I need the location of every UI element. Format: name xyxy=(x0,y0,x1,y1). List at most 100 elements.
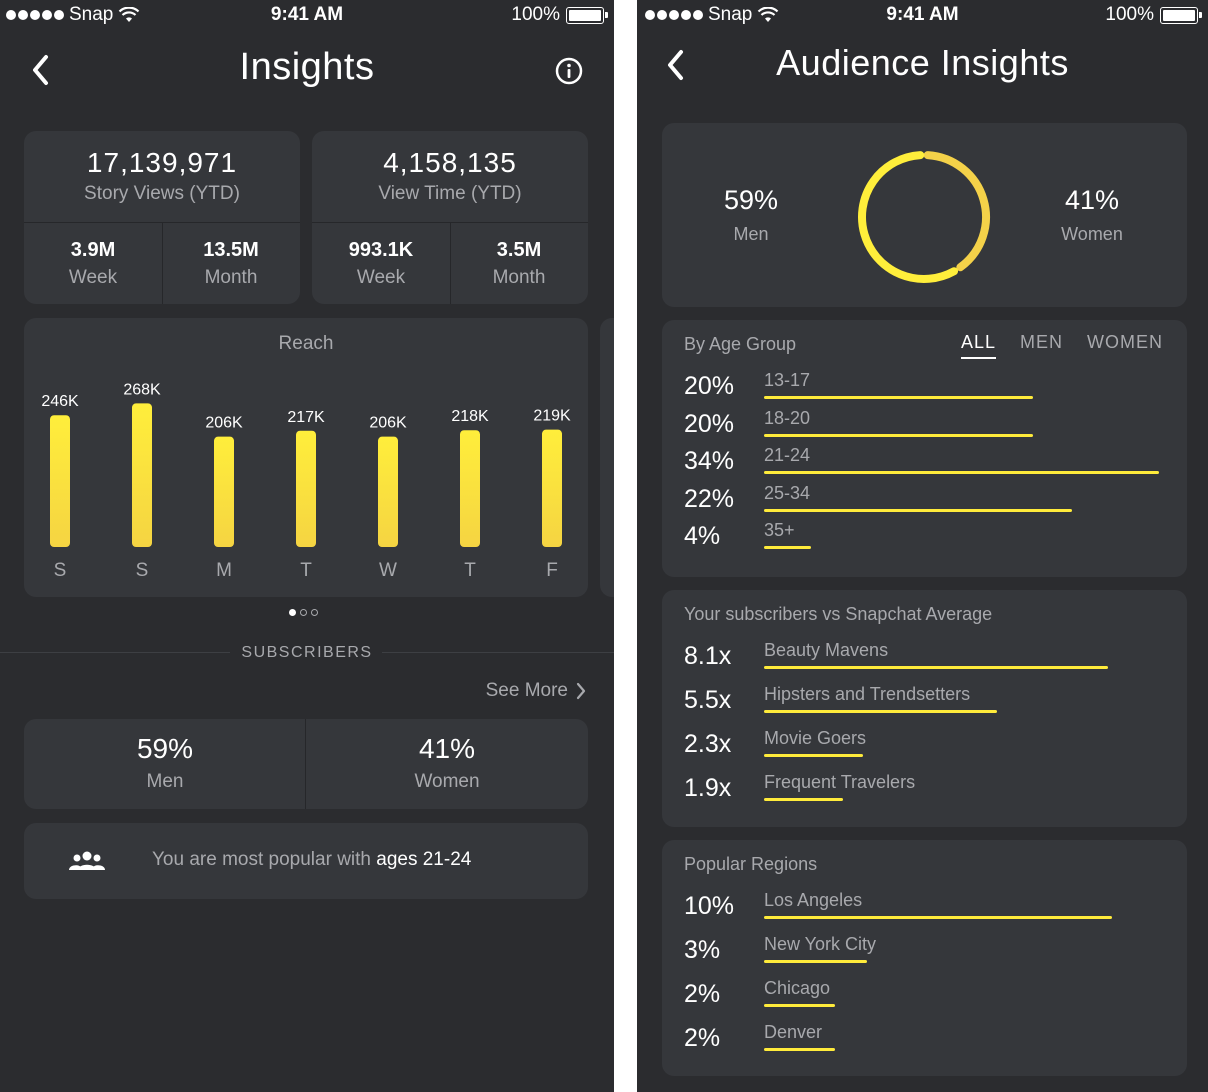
age-group-tabs: ALL MEN WOMEN xyxy=(960,332,1163,359)
chevron-left-icon xyxy=(33,55,48,85)
page-dot-active xyxy=(289,609,296,616)
clock: 9:41 AM xyxy=(270,4,344,25)
interest-row: 2.3x Movie Goers xyxy=(684,728,1167,770)
reach-bar-chart: 246K S 268K S 206K M 217K T 206K W 218K T 219K F xyxy=(41,381,571,581)
vs-average-card: Your subscribers vs Snapchat Average 8.1… xyxy=(662,590,1187,827)
interest-label: Movie Goers xyxy=(764,728,867,748)
info-icon xyxy=(555,57,583,85)
back-button[interactable] xyxy=(663,47,693,87)
popular-age-range: ages 21-24 xyxy=(376,849,472,870)
carrier: Snap xyxy=(6,4,140,26)
interest-label: Hipsters and Trendsetters xyxy=(764,684,971,704)
age-group-label: 35+ xyxy=(764,520,795,540)
most-popular-card: You are most popular with ages 21-24 xyxy=(24,823,588,899)
page-indicator[interactable] xyxy=(289,609,318,616)
next-chart-card-peek[interactable] xyxy=(600,318,614,597)
age-group-bar xyxy=(764,471,1159,474)
battery-status: 100% xyxy=(511,4,608,26)
region-label: New York City xyxy=(764,934,877,954)
page-dot xyxy=(311,609,318,616)
women-stat: 41% Women xyxy=(306,719,588,809)
age-group-value: 34% xyxy=(684,447,735,475)
region-bar xyxy=(764,960,867,963)
divider xyxy=(305,719,306,809)
battery-percent: 100% xyxy=(511,4,560,25)
reach-day-label: S xyxy=(136,560,149,581)
region-bar xyxy=(764,1004,835,1007)
women-label: Women xyxy=(1061,224,1123,244)
interest-value: 5.5x xyxy=(684,686,732,714)
men-stat: 59% Men xyxy=(691,185,811,245)
reach-day-label: M xyxy=(216,560,232,581)
region-row: 10% Los Angeles xyxy=(684,890,1167,932)
story-views-card: 17,139,971 Story Views (YTD) 3.9M Week 1… xyxy=(24,131,300,304)
interest-value: 8.1x xyxy=(684,642,732,670)
age-group-row: 4% 35+ xyxy=(684,520,1167,562)
reach-value-label: 206K xyxy=(205,415,243,432)
men-segment xyxy=(858,151,959,283)
divider xyxy=(0,652,230,653)
region-label: Los Angeles xyxy=(764,890,863,910)
interest-value: 2.3x xyxy=(684,730,732,758)
interest-row: 5.5x Hipsters and Trendsetters xyxy=(684,684,1167,726)
reach-bar xyxy=(542,429,562,547)
most-popular-text: You are most popular with ages 21-24 xyxy=(152,849,471,871)
see-more-link[interactable]: See More xyxy=(486,680,586,702)
tab-men[interactable]: MEN xyxy=(1020,332,1063,352)
stat-label: Week xyxy=(68,267,118,288)
info-button[interactable] xyxy=(555,57,585,87)
age-group-label: 13-17 xyxy=(764,370,811,390)
back-button[interactable] xyxy=(28,52,58,92)
region-value: 2% xyxy=(684,1024,721,1052)
reach-chart-card[interactable]: Reach 246K S 268K S 206K M 217K T 206K W 218K T 219K… xyxy=(24,318,588,597)
battery-icon xyxy=(1160,6,1202,24)
region-bar xyxy=(764,1048,835,1051)
carrier: Snap xyxy=(645,4,779,26)
stat-value: 13.5M xyxy=(203,239,259,261)
see-more-label: See More xyxy=(485,680,568,701)
age-group-value: 4% xyxy=(684,522,721,550)
region-row: 3% New York City xyxy=(684,934,1167,976)
popular-regions-title: Popular Regions xyxy=(684,854,818,874)
tab-all[interactable]: ALL xyxy=(960,332,996,359)
tab-women[interactable]: WOMEN xyxy=(1087,332,1163,352)
reach-value-label: 218K xyxy=(451,408,489,425)
age-group-value: 22% xyxy=(684,484,735,513)
gender-donut-chart xyxy=(858,151,990,283)
interest-row: 1.9x Frequent Travelers xyxy=(684,772,1167,814)
reach-bar xyxy=(50,415,70,547)
carrier-name: Snap xyxy=(69,4,114,25)
age-group-row: 20% 18-20 xyxy=(684,407,1167,450)
reach-bar xyxy=(296,430,316,547)
insights-screen: Snap 9:41 AM 100% Insights 17,139,971 St… xyxy=(0,0,614,1092)
subscribers-heading: SUBSCRIBERS xyxy=(241,644,373,661)
reach-value-label: 206K xyxy=(369,415,407,432)
interest-bar xyxy=(764,754,863,757)
age-group-title: By Age Group xyxy=(684,334,797,354)
divider xyxy=(450,222,451,304)
vs-average-title: Your subscribers vs Snapchat Average xyxy=(684,604,993,624)
age-group-row: 20% 13-17 xyxy=(684,370,1167,412)
battery-status: 100% xyxy=(1105,4,1202,26)
view-time-card: 4,158,135 View Time (YTD) 993.1K Week 3.… xyxy=(312,131,588,304)
women-stat: 41% Women xyxy=(1032,185,1152,245)
reach-day-label: F xyxy=(546,560,558,581)
reach-value-label: 217K xyxy=(287,409,325,426)
women-segment xyxy=(923,151,990,272)
age-group-bar xyxy=(764,433,1033,437)
age-group-label: 18-20 xyxy=(764,407,811,428)
stat-label: Week xyxy=(356,267,406,288)
stat-value: 993.1K xyxy=(348,239,414,261)
reach-value-label: 219K xyxy=(533,408,571,425)
view-time-label: View Time (YTD) xyxy=(378,183,522,204)
status-bar: Snap 9:41 AM 100% xyxy=(0,0,614,30)
reach-bar xyxy=(132,403,152,547)
audience-insights-screen: Snap 9:41 AM 100% Audience Insights 59% … xyxy=(637,0,1208,1092)
age-group-value: 20% xyxy=(684,372,735,400)
interest-bar xyxy=(764,798,843,801)
wifi-icon xyxy=(119,7,140,22)
region-value: 2% xyxy=(684,980,721,1008)
men-label: Men xyxy=(733,224,769,244)
age-group-bar xyxy=(764,396,1033,399)
reach-title: Reach xyxy=(278,333,334,354)
